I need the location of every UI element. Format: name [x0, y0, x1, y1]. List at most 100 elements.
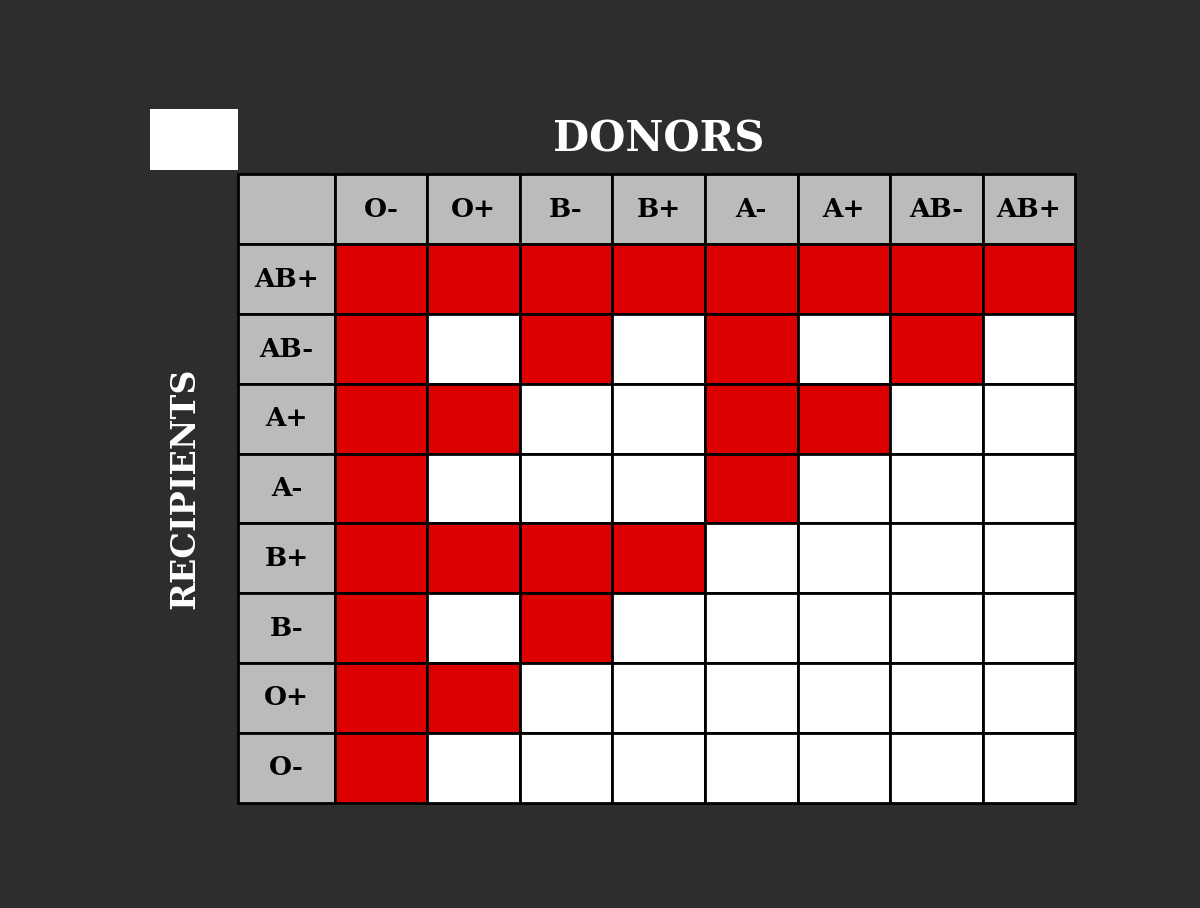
Text: RECIPIENTS: RECIPIENTS	[168, 368, 202, 609]
Bar	[612, 733, 704, 803]
Bar	[612, 314, 704, 384]
Bar	[612, 454, 704, 523]
Bar	[798, 454, 890, 523]
Bar	[704, 384, 798, 454]
Bar	[798, 174, 890, 244]
Bar	[335, 523, 427, 593]
Bar	[239, 384, 335, 454]
Bar	[983, 454, 1075, 523]
Bar	[335, 384, 427, 454]
Bar	[427, 244, 520, 314]
Bar	[983, 733, 1075, 803]
Bar	[335, 733, 427, 803]
Bar	[520, 663, 612, 733]
Bar	[890, 454, 983, 523]
Bar	[335, 663, 427, 733]
Bar	[704, 733, 798, 803]
Text: B-: B-	[550, 197, 583, 222]
Bar	[239, 244, 335, 314]
Bar	[983, 523, 1075, 593]
Bar	[704, 174, 798, 244]
Bar	[427, 314, 520, 384]
Text: AB-: AB-	[259, 337, 313, 361]
Bar	[427, 174, 520, 244]
Bar	[427, 663, 520, 733]
Bar	[239, 523, 335, 593]
Text: A+: A+	[265, 406, 307, 431]
Bar	[427, 384, 520, 454]
Bar	[890, 593, 983, 663]
Text: A+: A+	[823, 197, 865, 222]
Bar	[239, 593, 335, 663]
Bar	[520, 244, 612, 314]
Bar	[335, 454, 427, 523]
Bar	[704, 244, 798, 314]
Bar	[150, 109, 239, 171]
Text: B+: B+	[636, 197, 680, 222]
Bar	[239, 663, 335, 733]
Bar	[612, 593, 704, 663]
Bar	[427, 593, 520, 663]
Bar	[612, 663, 704, 733]
Text: A-: A-	[271, 476, 302, 501]
Bar	[239, 733, 335, 803]
Bar	[890, 523, 983, 593]
Bar	[704, 523, 798, 593]
Bar	[427, 523, 520, 593]
Bar	[798, 314, 890, 384]
Bar	[983, 663, 1075, 733]
Text: O-: O-	[364, 197, 398, 222]
Text: AB+: AB+	[997, 197, 1062, 222]
Bar	[520, 523, 612, 593]
Bar	[890, 663, 983, 733]
Bar	[798, 593, 890, 663]
Bar	[890, 733, 983, 803]
Text: O-: O-	[269, 755, 304, 780]
Bar	[239, 314, 335, 384]
Bar	[798, 733, 890, 803]
Bar	[335, 174, 427, 244]
Bar	[427, 733, 520, 803]
Bar	[520, 384, 612, 454]
Bar	[890, 384, 983, 454]
Text: O+: O+	[264, 686, 308, 710]
Text: AB-: AB-	[910, 197, 964, 222]
Bar	[890, 244, 983, 314]
Bar	[704, 663, 798, 733]
Text: A-: A-	[736, 197, 767, 222]
Bar	[427, 454, 520, 523]
Bar	[239, 174, 335, 244]
Bar	[983, 244, 1075, 314]
Bar	[612, 244, 704, 314]
Bar	[520, 733, 612, 803]
Bar	[335, 244, 427, 314]
Bar	[983, 314, 1075, 384]
Text: AB+: AB+	[254, 267, 319, 291]
Bar	[983, 174, 1075, 244]
Bar	[520, 593, 612, 663]
Bar	[520, 314, 612, 384]
Bar	[150, 174, 220, 803]
Bar	[520, 174, 612, 244]
Bar	[520, 454, 612, 523]
Bar	[704, 593, 798, 663]
Text: B-: B-	[270, 616, 304, 641]
Bar	[890, 314, 983, 384]
Bar	[983, 384, 1075, 454]
Text: O+: O+	[451, 197, 496, 222]
Bar	[890, 174, 983, 244]
Bar	[612, 523, 704, 593]
Bar	[239, 454, 335, 523]
Bar	[335, 314, 427, 384]
Bar	[612, 384, 704, 454]
Bar	[704, 314, 798, 384]
Bar	[798, 663, 890, 733]
Bar	[798, 244, 890, 314]
Text: B+: B+	[264, 546, 308, 571]
Bar	[983, 593, 1075, 663]
Bar	[798, 384, 890, 454]
Text: DONORS: DONORS	[553, 119, 764, 161]
Bar	[239, 109, 1080, 171]
Bar	[335, 593, 427, 663]
Bar	[798, 523, 890, 593]
